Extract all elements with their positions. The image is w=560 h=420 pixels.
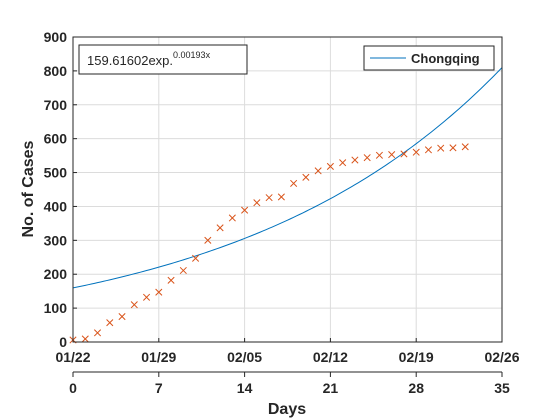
y-tick-label: 800	[44, 63, 68, 79]
data-point	[351, 156, 359, 164]
data-point	[400, 150, 408, 158]
y-tick-label: 600	[44, 131, 68, 147]
data-point	[228, 214, 236, 222]
data-point	[265, 194, 273, 202]
x-tick-label: 14	[237, 380, 253, 396]
data-point	[412, 148, 420, 156]
data-point	[388, 151, 396, 159]
data-point	[375, 151, 383, 159]
x-tick-label: 0	[69, 380, 77, 396]
fit-formula-exponent: 0.00193x	[173, 50, 211, 60]
data-point	[142, 293, 151, 301]
data-point	[93, 329, 102, 337]
data-point	[81, 335, 89, 343]
x-ticks: 0 7 14 21 28 35	[69, 372, 510, 396]
data-point	[461, 143, 469, 151]
y-tick-label: 700	[44, 97, 68, 113]
x-tick-label: 28	[408, 380, 424, 396]
data-point	[290, 179, 298, 187]
x-axis-label: Days	[268, 401, 306, 418]
y-axis-label: No. of Cases	[20, 140, 37, 237]
data-point	[424, 146, 433, 154]
date-tick-label: 02/26	[484, 349, 519, 365]
y-tick-label: 200	[44, 266, 68, 282]
plot-frame	[72, 36, 503, 343]
data-point	[106, 319, 114, 327]
y-tick-label: 100	[44, 300, 68, 316]
data-point	[216, 224, 224, 232]
data-point	[437, 144, 445, 152]
data-point	[339, 159, 347, 167]
date-tick-label: 02/19	[399, 349, 434, 365]
y-ticks: 0 100 200 300 400 500 600 700 800 900	[44, 29, 77, 350]
data-point	[167, 276, 175, 284]
date-ticks: 01/22 01/29 02/05 02/12 02/19 02/26	[55, 338, 520, 365]
data-point	[449, 144, 457, 152]
x-tick-label: 21	[323, 380, 339, 396]
data-point	[155, 288, 163, 296]
x-tick-label: 7	[155, 380, 163, 396]
fit-formula-base: 159.61602exp.	[87, 53, 173, 68]
date-tick-label: 01/29	[141, 349, 176, 365]
date-tick-label: 02/12	[313, 349, 348, 365]
data-point	[192, 254, 200, 262]
legend-entry-chongqing: Chongqing	[411, 51, 480, 66]
y-tick-label: 0	[59, 334, 67, 350]
date-tick-label: 01/22	[55, 349, 90, 365]
date-tick-label: 02/05	[227, 349, 262, 365]
data-point	[314, 167, 322, 175]
fit-curve-layer	[72, 67, 503, 289]
data-point	[118, 313, 126, 321]
data-point	[253, 199, 261, 207]
fit-curve-line	[72, 67, 503, 289]
data-points-layer	[69, 143, 469, 344]
data-point	[302, 173, 310, 181]
y-tick-label: 400	[44, 198, 68, 214]
y-tick-label: 300	[44, 232, 68, 248]
data-point	[277, 193, 285, 201]
data-point	[179, 266, 187, 275]
data-point	[130, 301, 138, 309]
data-point	[326, 162, 334, 171]
fit-formula: 159.61602exp.0.00193x	[87, 50, 211, 68]
x-tick-label: 35	[494, 380, 510, 396]
y-tick-label: 500	[44, 165, 68, 181]
data-point	[363, 154, 371, 162]
y-tick-label: 900	[44, 29, 68, 45]
fit-formula-box: 159.61602exp.0.00193x	[78, 44, 248, 75]
data-point	[241, 206, 249, 214]
plot-area	[73, 37, 502, 342]
legend: Chongqing	[363, 45, 495, 71]
data-point	[204, 236, 212, 244]
